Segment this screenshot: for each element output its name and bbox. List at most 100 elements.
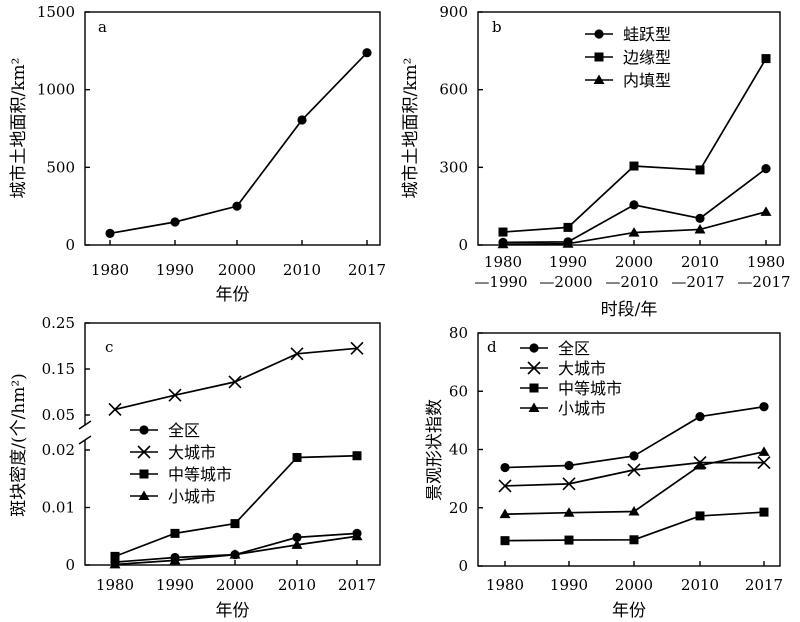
x-tick-label: —2017 [671,273,724,291]
x-axis-title: 年份 [216,285,250,305]
x-tick-label: 2017 [338,576,376,594]
series-中等城市 [110,451,362,561]
axis-break-gap [83,425,88,440]
legend-marker [529,343,539,353]
panel-label: b [492,18,502,36]
x-tick-label: 1990 [549,253,587,271]
data-point [229,549,241,559]
legend-marker [139,425,149,435]
panel-label: d [487,338,497,356]
legend-label: 边缘型 [623,48,671,67]
axis-break-mark [78,420,92,445]
x-tick-label: 2000 [615,576,653,594]
plot-frame [84,11,381,246]
legend-label: 蛙跃型 [623,25,671,44]
data-point [563,507,575,517]
legend-marker [527,361,541,375]
x-tick-label: 1990 [550,576,588,594]
y-tick-label: 500 [46,158,75,176]
data-point [629,200,639,210]
data-point [499,508,511,519]
y-tick-label: 40 [449,441,468,459]
series-全区 [500,402,769,473]
legend-marker [137,445,151,459]
x-tick-label: 2010 [681,576,719,594]
y-axis-title: 城市土地面积/km² [9,58,29,199]
x-tick-label: 1980 [747,253,785,271]
legend-label: 小城市 [558,399,606,418]
legend-label: 内填型 [623,71,671,90]
y-axis-title: 斑块密度/(个/hm²) [9,373,29,517]
x-tick-label: 1990 [156,576,194,594]
y-tick-label: 0 [65,236,75,254]
x-tick-label: 2010 [278,576,316,594]
y-tick-label: 1000 [37,81,75,99]
series-大城市 [108,341,364,417]
plot-frame [477,11,781,246]
x-tick-label: 2010 [681,253,719,271]
data-point [170,217,180,227]
data-point [627,463,641,477]
data-point [497,238,509,249]
x-axis-title: 年份 [612,601,646,621]
series-line [114,347,358,411]
y-axis-title: 城市土地面积/km² [401,58,421,199]
legend-label: 中等城市 [558,379,622,398]
y-tick-label: 0 [458,236,468,254]
y-tick-label: 0.25 [42,314,75,332]
data-point [563,222,573,232]
data-point [760,206,772,216]
legend-label: 小城市 [168,487,216,506]
data-point [168,388,182,402]
data-point [292,452,302,462]
y-tick-label: 1500 [37,3,75,21]
panel-label: c [105,338,113,356]
x-tick-label: 1980 [91,261,129,279]
data-point [759,507,769,517]
x-tick-label: 2010 [283,261,321,279]
series-小城市 [109,530,363,569]
data-point [351,530,363,541]
y-tick-label: 60 [449,382,468,400]
y-tick-label: 300 [439,158,468,176]
y-tick-label: 0 [65,556,75,574]
data-point [290,347,304,361]
legend-marker [594,29,604,39]
panel-c: c 斑块密度/(个/hm²) 年份 0 0.01 0.02 0.05 0.15 0.25 1980… [9,314,381,621]
y-tick-label: 0 [458,557,468,575]
y-tick-label: 0.01 [42,499,75,517]
data-point [297,115,307,125]
y-axis-title: 景观形状指数 [425,399,445,501]
legend-marker [529,383,539,393]
data-point [228,375,242,389]
data-point [629,535,639,545]
data-point [758,446,770,456]
data-point [170,528,180,538]
data-point [500,536,510,546]
data-point [562,238,574,248]
data-point [362,48,372,58]
data-point [350,341,364,355]
data-point [498,227,508,237]
legend-marker [593,74,605,84]
data-point [169,554,181,565]
series-全区 [110,528,362,567]
data-point [109,558,121,569]
data-point [498,479,512,493]
legend-marker [528,402,540,412]
x-tick-label: 1980 [96,576,134,594]
data-point [500,462,510,473]
panel-a: a 城市土地面积/km² 年份 0 500 1000 1500 1980 1990 2000 201… [9,3,386,305]
data-point [695,213,705,223]
legend-label: 大城市 [168,443,216,462]
x-tick-label: 2000 [615,253,653,271]
data-point [761,54,771,64]
data-point [230,519,240,529]
legend-marker [594,52,604,62]
y-tick-label: 20 [449,499,468,517]
data-point [695,411,705,422]
data-point [628,227,640,237]
